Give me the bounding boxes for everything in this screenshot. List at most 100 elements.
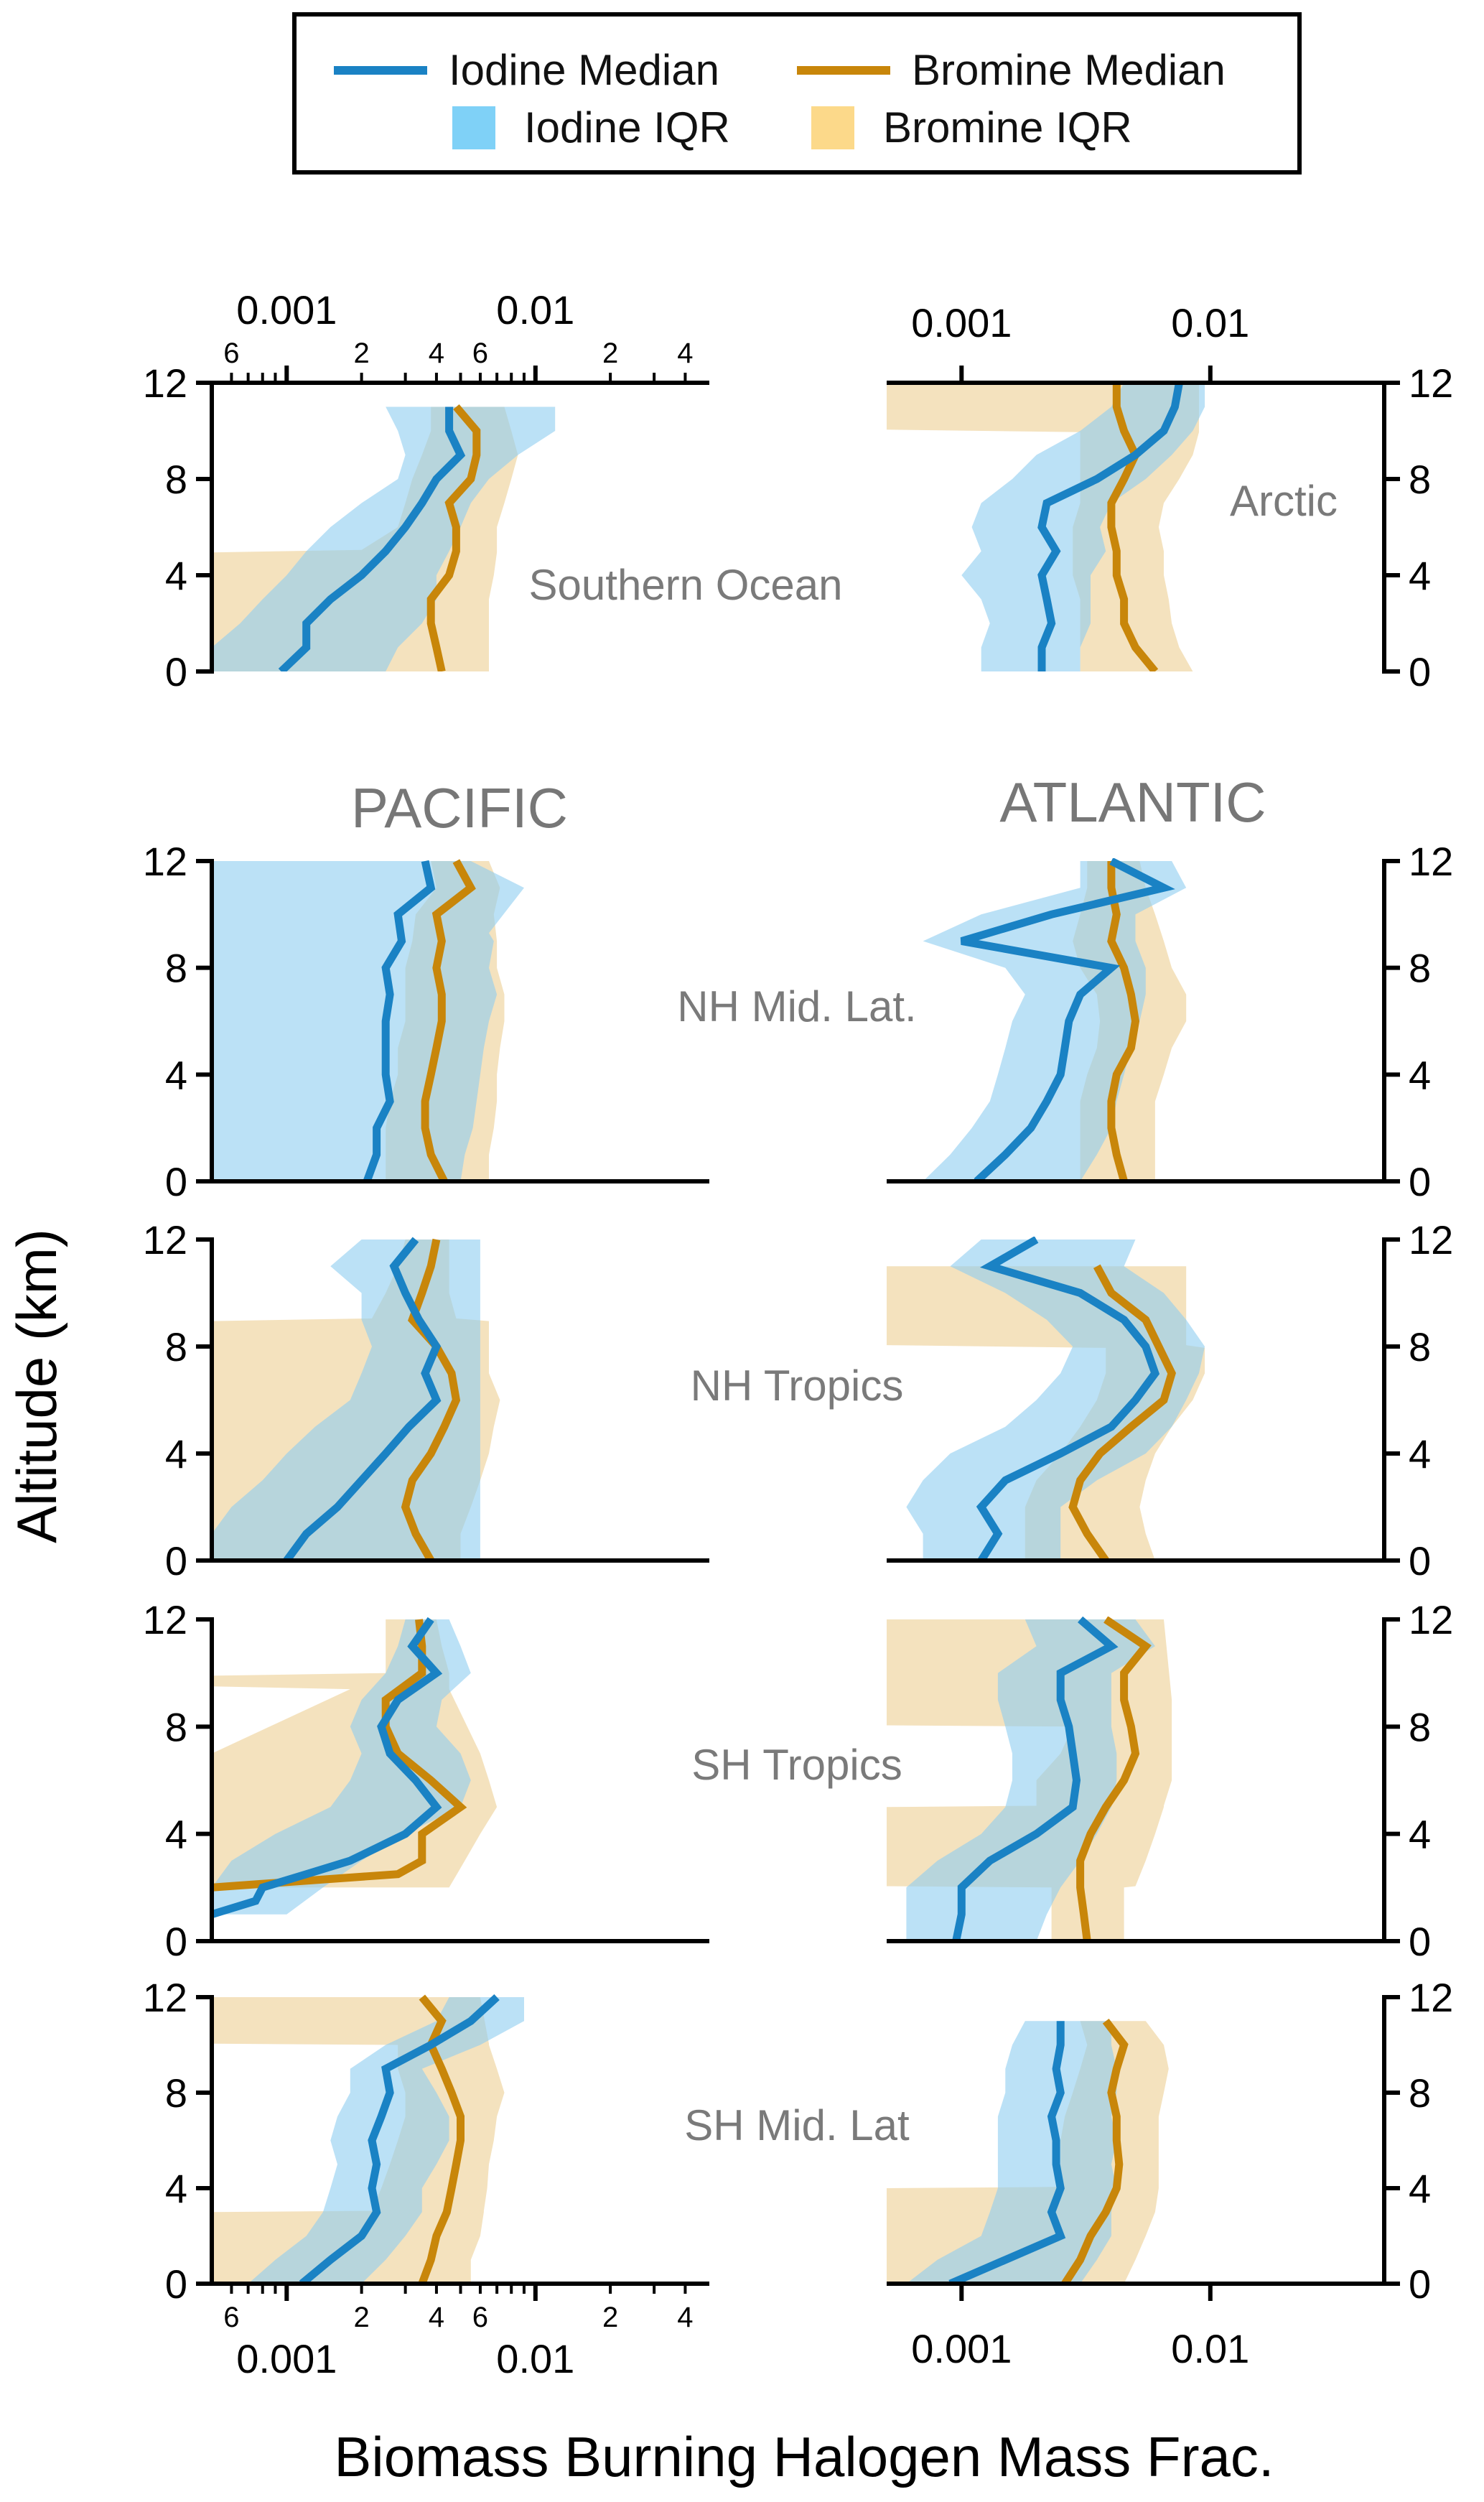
y-tick-label: 8 — [1409, 2070, 1431, 2116]
y-tick-label: 0 — [1409, 1159, 1431, 1204]
iodine-median-line — [960, 858, 1175, 1181]
y-tick-label: 8 — [165, 457, 187, 502]
x-minor-tick-label: 4 — [429, 338, 444, 369]
x-minor-tick-label: 4 — [677, 2302, 693, 2333]
y-tick-label: 0 — [165, 1538, 187, 1583]
iodine-median-line — [278, 406, 466, 671]
iodine-median-line — [948, 2021, 1066, 2284]
plot-area — [923, 858, 1187, 1181]
x-minor-tick-label: 2 — [602, 338, 618, 369]
y-tick-label: 8 — [1409, 1704, 1431, 1749]
y-tick-label: 0 — [165, 1159, 187, 1204]
x-minor-tick-label: 6 — [472, 2302, 488, 2333]
y-tick-label: 12 — [1409, 839, 1453, 884]
x-minor-tick-label: 6 — [223, 338, 239, 369]
iodine-median-line — [212, 1617, 443, 1918]
legend-bromine-median-label: Bromine Median — [912, 46, 1226, 94]
x-major-tick-label: 0.001 — [236, 287, 337, 332]
y-tick-label: 8 — [1409, 1324, 1431, 1369]
y-tick-label: 4 — [165, 1052, 187, 1097]
iodine-iqr-band — [906, 2021, 1117, 2284]
iodine-iqr-band — [212, 406, 556, 671]
y-tick-label: 4 — [1409, 2166, 1431, 2211]
iodine-iqr-band — [906, 1619, 1155, 1941]
panel-pacific-sh-tropics: 0 4 8 12 SH Tropics — [143, 1597, 902, 1964]
legend-bromine-iqr-label: Bromine IQR — [883, 103, 1132, 152]
column-title-pacific: PACIFIC — [351, 776, 568, 840]
x-minor-tick-label: 4 — [677, 338, 693, 369]
y-tick-label: 8 — [1409, 457, 1431, 502]
panel-atlantic-arctic: 0 4 8 12 0.001 0.01 Arctic — [887, 300, 1453, 694]
panel-pacific-nh-mid-lat: 0 4 8 12 NH Mid. Lat. — [143, 839, 917, 1204]
panel-atlantic-sh-mid-lat: 0 4 8 12 0.001 0.01 — [887, 1975, 1453, 2371]
x-minor-tick-label: 4 — [429, 2302, 444, 2333]
x-major-tick-label: 0.001 — [911, 2326, 1012, 2371]
figure-y-label: Altitude (km) — [5, 1229, 68, 1543]
iodine-iqr-band — [906, 1240, 1205, 1561]
y-tick-label: 0 — [1409, 1538, 1431, 1583]
y-tick-label: 4 — [1409, 1052, 1431, 1097]
y-tick-label: 4 — [165, 1812, 187, 1857]
iodine-median-line — [299, 1994, 500, 2284]
iodine-iqr-band — [248, 1997, 524, 2284]
panel-atlantic-nh-mid-lat: 0 4 8 12 — [887, 839, 1453, 1204]
plot-area — [212, 1237, 500, 1561]
plot-area — [887, 1237, 1205, 1561]
figure-x-label: Biomass Burning Halogen Mass Frac. — [334, 2425, 1274, 2488]
plot-area — [887, 382, 1205, 671]
panel-atlantic-nh-tropics: 0 4 8 12 — [887, 1217, 1453, 1583]
x-major-tick-label: 0.01 — [496, 2336, 574, 2381]
y-tick-label: 0 — [165, 1919, 187, 1964]
x-major-tick-label: 0.001 — [911, 300, 1012, 345]
bromine-median-line — [212, 1619, 467, 1892]
bromine-median-line — [1068, 1264, 1176, 1561]
plot-area — [887, 1617, 1172, 1941]
bromine-median-line — [1107, 383, 1159, 671]
y-tick-label: 4 — [1409, 553, 1431, 598]
y-tick-label: 0 — [1409, 1919, 1431, 1964]
iodine-iqr-band — [961, 383, 1205, 671]
region-label: NH Tropics — [691, 1362, 904, 1410]
x-minor-tick-label: 2 — [602, 2302, 618, 2333]
y-tick-label: 0 — [165, 649, 187, 694]
x-major-tick-label: 0.01 — [1171, 2326, 1249, 2371]
x-minor-tick-label: 2 — [353, 338, 369, 369]
y-tick-label: 8 — [165, 946, 187, 991]
y-tick-label: 12 — [143, 1975, 187, 2020]
y-tick-label: 12 — [143, 361, 187, 406]
y-tick-label: 12 — [1409, 361, 1453, 406]
y-tick-label: 8 — [165, 1704, 187, 1749]
legend-iodine-median-label: Iodine Median — [449, 46, 719, 94]
bromine-median-line — [421, 859, 476, 1181]
column-title-atlantic: ATLANTIC — [999, 771, 1266, 834]
y-tick-label: 8 — [165, 1324, 187, 1369]
bromine-median-line — [426, 404, 481, 671]
iodine-iqr-band — [923, 861, 1187, 1181]
plot-area — [887, 2018, 1169, 2284]
y-tick-label: 8 — [1409, 946, 1431, 991]
y-tick-label: 4 — [165, 2166, 187, 2211]
plot-area — [212, 1994, 524, 2284]
iodine-median-line — [976, 1237, 1160, 1561]
region-label: SH Tropics — [691, 1741, 902, 1789]
x-minor-tick-label: 6 — [472, 338, 488, 369]
y-tick-label: 12 — [143, 1217, 187, 1262]
y-tick-label: 12 — [1409, 1597, 1453, 1642]
y-tick-label: 12 — [1409, 1217, 1453, 1262]
region-label: SH Mid. Lat — [684, 2101, 910, 2149]
y-tick-label: 8 — [165, 2070, 187, 2116]
region-label: NH Mid. Lat. — [677, 982, 916, 1031]
bromine-median-line — [1076, 1617, 1152, 1941]
x-minor-tick-label: 2 — [353, 2302, 369, 2333]
y-tick-label: 4 — [165, 553, 187, 598]
iodine-median-line — [1037, 382, 1183, 671]
bromine-iqr-band — [212, 1997, 505, 2284]
bromine-median-line — [1107, 861, 1140, 1181]
plot-area — [212, 859, 524, 1181]
legend-iodine-iqr-patch — [452, 106, 495, 149]
legend-iodine-iqr-label: Iodine IQR — [524, 103, 730, 152]
